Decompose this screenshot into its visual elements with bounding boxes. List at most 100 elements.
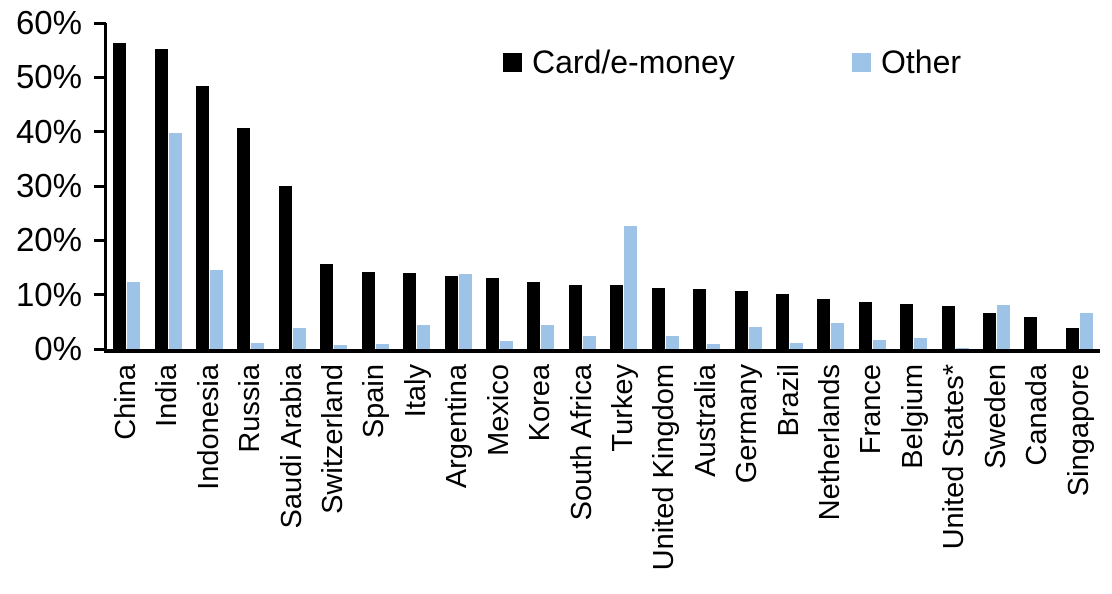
y-axis-label-60: 60% (15, 4, 82, 41)
bar-other-mexico (500, 341, 513, 349)
bar-card-e-money-spain (361, 271, 375, 349)
x-axis-label-united-states: United States* (938, 364, 971, 550)
bar-other-germany (748, 327, 762, 349)
bar-card-e-money-argentina (444, 276, 458, 349)
bar-other-united-kingdom (665, 336, 679, 349)
x-axis-label-china: China (109, 364, 142, 440)
x-label-cell-switzerland: Switzerland (313, 364, 354, 590)
x-axis-label-france: France (855, 364, 888, 455)
x-axis-label-indonesia: Indonesia (192, 364, 225, 490)
bar-group-mexico (479, 23, 520, 349)
bar-card-e-money-indonesia (196, 86, 210, 349)
bar-card-e-money-sweden (983, 313, 997, 349)
bar-other-south-africa (582, 336, 596, 349)
x-label-cell-south-africa: South Africa (562, 364, 603, 590)
bar-group-australia (686, 23, 727, 349)
bar-other-brazil (789, 343, 803, 349)
x-axis-label-italy: Italy (399, 364, 432, 418)
bar-other-china (127, 282, 141, 349)
bar-other-sweden (997, 305, 1011, 349)
bar-group-belgium (893, 23, 934, 349)
x-axis-line (104, 349, 1100, 353)
bar-group-netherlands (810, 23, 851, 349)
x-label-cell-spain: Spain (355, 364, 396, 590)
y-tick-40 (94, 130, 106, 134)
bar-group-russia (230, 23, 271, 349)
bar-card-e-money-belgium (900, 304, 914, 349)
bar-group-switzerland (313, 23, 354, 349)
x-axis-label-switzerland: Switzerland (316, 364, 349, 514)
x-label-cell-brazil: Brazil (769, 364, 810, 590)
legend-item-other: Other (852, 44, 961, 80)
bar-other-russia (251, 342, 265, 349)
y-tick-30 (94, 184, 106, 188)
legend-label-other: Other (881, 43, 962, 80)
bar-card-e-money-saudi-arabia (278, 185, 292, 349)
x-axis-label-korea: Korea (524, 364, 557, 442)
bar-other-switzerland (334, 345, 348, 349)
y-axis-label-40: 40% (15, 112, 82, 150)
bar-other-korea (541, 324, 555, 349)
x-label-cell-china: China (106, 364, 147, 590)
bar-group-singapore (1059, 23, 1100, 349)
legend-item-card-e-money: Card/e-money (503, 44, 735, 80)
bar-other-australia (707, 343, 721, 349)
bar-card-e-money-russia (237, 128, 251, 349)
bar-other-turkey (624, 226, 638, 349)
x-label-cell-india: India (147, 364, 188, 590)
bar-other-united-states (955, 347, 969, 349)
bar-group-united-states (934, 23, 975, 349)
bar-other-spain (375, 343, 389, 349)
bar-card-e-money-united-states (941, 306, 955, 349)
bar-other-italy (417, 324, 431, 349)
bar-card-e-money-netherlands (817, 298, 831, 349)
x-label-cell-belgium: Belgium (893, 364, 934, 590)
x-label-cell-australia: Australia (686, 364, 727, 590)
bar-card-e-money-united-kingdom (651, 288, 665, 349)
bar-group-germany (727, 23, 768, 349)
bar-group-italy (396, 23, 437, 349)
bar-other-argentina (458, 273, 472, 349)
bar-card-e-money-china (113, 42, 127, 349)
bar-other-indonesia (210, 269, 224, 349)
x-axis-label-saudi-arabia: Saudi Arabia (275, 364, 308, 529)
bar-card-e-money-switzerland (320, 263, 334, 349)
y-tick-0 (94, 347, 106, 351)
bar-card-e-money-turkey (610, 285, 624, 349)
y-axis-label-30: 30% (15, 167, 82, 204)
x-label-cell-singapore: Singapore (1059, 364, 1100, 590)
x-axis-label-brazil: Brazil (772, 364, 805, 437)
x-axis-label-singapore: Singapore (1062, 364, 1095, 497)
bar-group-saudi-arabia (272, 23, 313, 349)
x-axis-labels: China India Indonesia Russia Saudi Arabia Swi… (106, 364, 1100, 590)
x-label-cell-france: France (852, 364, 893, 590)
x-axis-label-spain: Spain (358, 364, 391, 439)
y-axis-line (104, 23, 107, 353)
bar-other-netherlands (831, 322, 845, 349)
bar-group-china (106, 23, 147, 349)
x-axis-label-russia: Russia (234, 364, 267, 453)
x-axis-label-mexico: Mexico (482, 364, 515, 456)
bar-group-indonesia (189, 23, 230, 349)
bar-group-korea (520, 23, 561, 349)
x-label-cell-netherlands: Netherlands (810, 364, 851, 590)
bar-group-brazil (769, 23, 810, 349)
x-axis-label-canada: Canada (1021, 364, 1054, 466)
bar-group-south-africa (562, 23, 603, 349)
y-axis-label-0: 0% (34, 330, 82, 367)
x-label-cell-italy: Italy (396, 364, 437, 590)
legend-swatch-other (852, 52, 871, 72)
x-label-cell-russia: Russia (230, 364, 271, 590)
x-axis-label-argentina: Argentina (441, 364, 474, 489)
y-tick-60 (94, 21, 106, 25)
bar-group-france (852, 23, 893, 349)
x-label-cell-saudi-arabia: Saudi Arabia (272, 364, 313, 590)
bar-card-e-money-india (154, 49, 168, 349)
bar-card-e-money-germany (734, 290, 748, 349)
bar-card-e-money-singapore (1065, 328, 1079, 349)
x-axis-label-belgium: Belgium (896, 364, 929, 469)
x-label-cell-indonesia: Indonesia (189, 364, 230, 590)
bars-layer (106, 23, 1100, 349)
bar-group-argentina (437, 23, 478, 349)
x-label-cell-argentina: Argentina (437, 364, 478, 590)
